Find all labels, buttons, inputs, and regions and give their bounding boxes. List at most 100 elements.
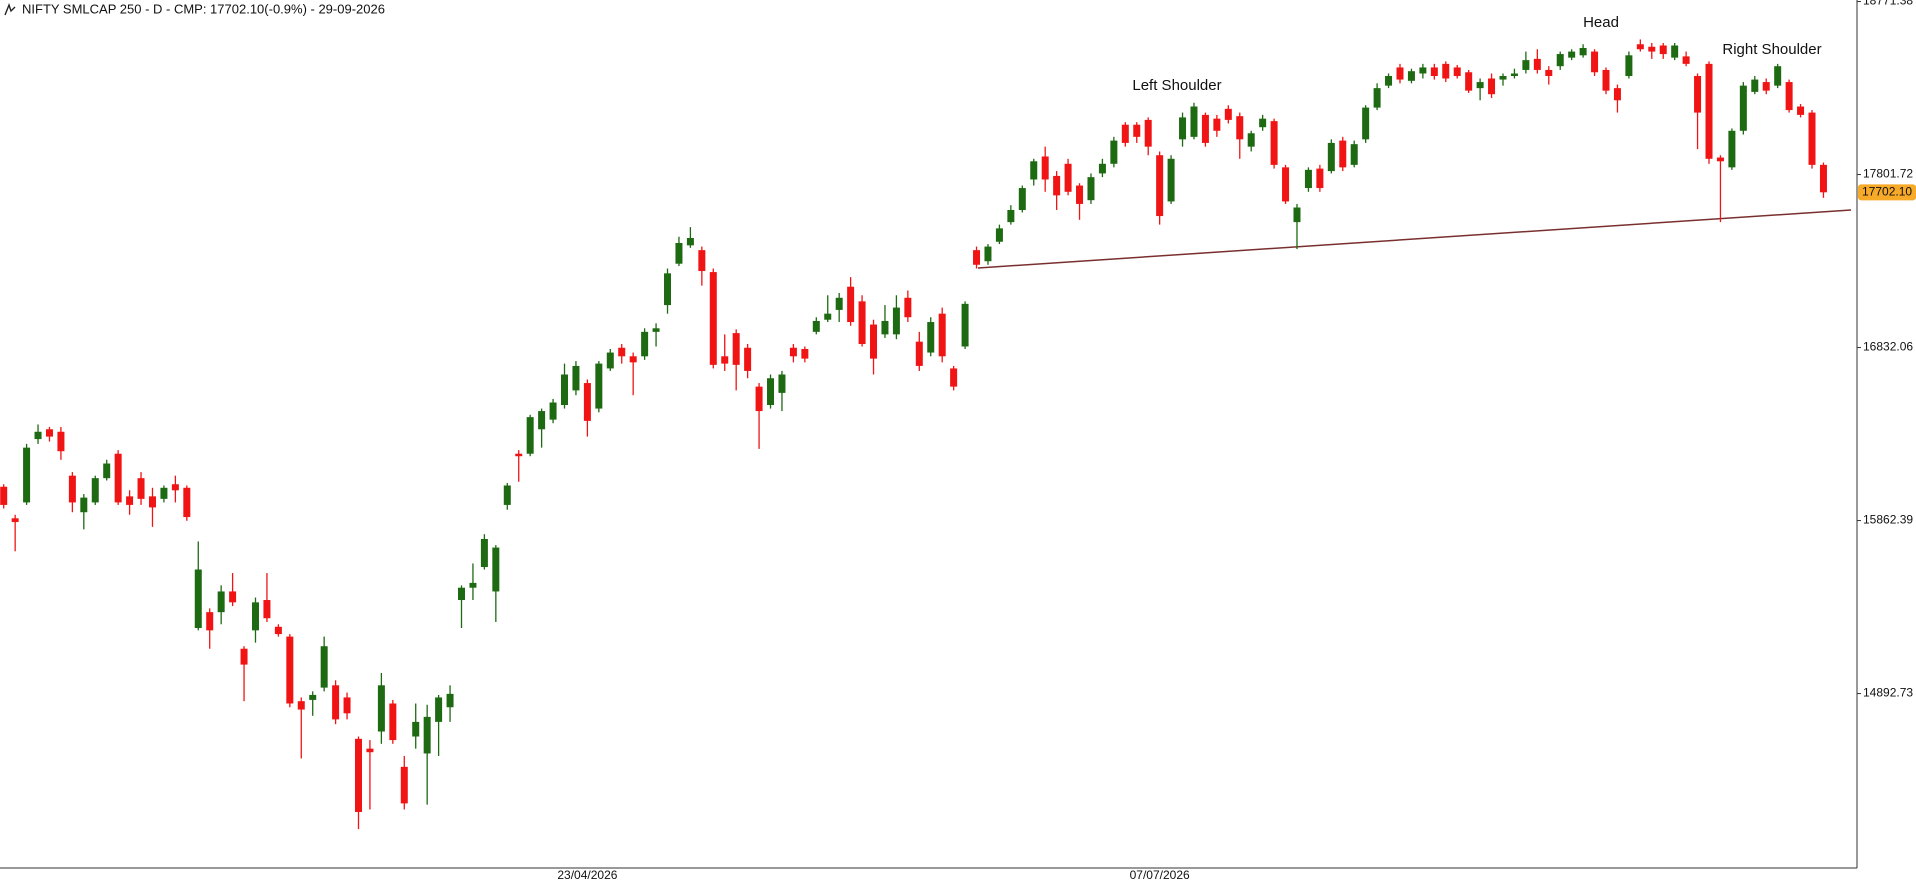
candle-body xyxy=(1339,140,1347,168)
candle-body xyxy=(1636,44,1644,50)
candle-body xyxy=(1648,46,1656,52)
candle-body xyxy=(744,347,752,371)
candle-body xyxy=(68,475,76,503)
candle-body xyxy=(1579,47,1587,56)
candle-body xyxy=(320,646,328,688)
candle-body xyxy=(11,518,19,523)
candle-body xyxy=(1087,177,1095,201)
candle-body xyxy=(1270,121,1278,165)
pattern-annotation: Right Shoulder xyxy=(1722,41,1821,58)
candle-body xyxy=(400,766,408,804)
candle-body xyxy=(1488,78,1496,95)
candle-body xyxy=(1785,82,1793,111)
candle-body xyxy=(1808,112,1816,165)
candle-body xyxy=(973,250,981,265)
candle-body xyxy=(1613,88,1621,101)
candle-body xyxy=(1098,163,1106,174)
candle-body xyxy=(1076,185,1084,204)
candle-body xyxy=(652,328,660,332)
candle-body xyxy=(1167,158,1175,202)
candle-body xyxy=(23,447,31,503)
candle-body xyxy=(835,297,843,310)
candle-body xyxy=(858,301,866,344)
candle-body xyxy=(1247,133,1255,147)
candle-body xyxy=(126,496,134,505)
pattern-annotation: Head xyxy=(1583,14,1619,31)
candle-body xyxy=(1476,82,1484,89)
candle-body xyxy=(892,307,900,335)
candle-body xyxy=(1259,118,1267,128)
candle-body xyxy=(812,320,820,332)
candle-body xyxy=(446,693,454,708)
candle-body xyxy=(1694,76,1702,113)
candle-body xyxy=(904,297,912,318)
candle-body xyxy=(549,402,557,420)
candle-body xyxy=(1739,85,1747,131)
candle-body xyxy=(847,286,855,323)
y-tick-label: 17801.72 xyxy=(1863,167,1913,181)
candle-body xyxy=(961,303,969,347)
candle-body xyxy=(1007,209,1015,223)
candle-body xyxy=(377,685,385,732)
candle-body xyxy=(1282,167,1290,202)
candle-body xyxy=(458,587,465,601)
candle-body xyxy=(229,591,237,603)
candle-body xyxy=(251,602,259,631)
candle-body xyxy=(480,538,488,568)
candle-body xyxy=(492,547,500,592)
candle-body xyxy=(583,383,591,421)
x-tick-label: 23/04/2026 xyxy=(557,868,617,882)
candle-body xyxy=(137,478,145,499)
candle-body xyxy=(618,347,626,357)
candle-body xyxy=(950,368,958,387)
candle-body xyxy=(286,636,294,704)
candle-body xyxy=(1728,130,1736,168)
candle-body xyxy=(1304,169,1312,189)
candle-body xyxy=(57,431,65,452)
candle-body xyxy=(1465,72,1473,91)
candle-body xyxy=(503,485,511,505)
symbol-icon xyxy=(4,2,16,16)
candle-body xyxy=(1671,45,1679,58)
candle-body xyxy=(595,363,603,409)
candle-body xyxy=(881,320,889,335)
candle-body xyxy=(664,273,672,306)
candle-body xyxy=(686,238,694,246)
candle-body xyxy=(778,374,786,393)
candle-body xyxy=(1293,207,1301,223)
candle-body xyxy=(309,694,317,700)
candle-body xyxy=(160,487,168,499)
candle-body xyxy=(755,386,763,412)
candle-body xyxy=(217,591,225,613)
candle-body xyxy=(1716,157,1724,162)
pattern-annotation: Left Shoulder xyxy=(1132,77,1221,94)
candle-body xyxy=(1545,69,1553,77)
candle-body xyxy=(1797,106,1805,115)
candle-body xyxy=(1041,156,1049,180)
candle-body xyxy=(526,417,534,454)
candle-body xyxy=(0,486,8,505)
candle-body xyxy=(1385,76,1393,86)
candle-body xyxy=(206,612,214,631)
candle-body xyxy=(572,365,580,391)
candle-body xyxy=(1819,164,1827,193)
candle-body xyxy=(870,324,878,359)
candle-body xyxy=(1556,54,1564,67)
candle-body xyxy=(148,496,156,508)
candle-body xyxy=(515,453,523,457)
candle-body xyxy=(114,453,122,503)
candle-body xyxy=(1522,60,1530,70)
y-tick-label: 14892.73 xyxy=(1863,686,1913,700)
y-tick-label: 18771.38 xyxy=(1863,0,1913,8)
candle-body xyxy=(1110,140,1118,164)
candle-body xyxy=(721,356,729,364)
candle-body xyxy=(1144,119,1152,147)
candle-body xyxy=(1053,175,1061,196)
candle-body xyxy=(1201,114,1209,143)
candle-body xyxy=(263,600,271,619)
candle-body xyxy=(1762,82,1770,91)
candle-body xyxy=(332,685,340,720)
candle-body xyxy=(423,716,431,754)
candle-body xyxy=(1224,108,1232,120)
